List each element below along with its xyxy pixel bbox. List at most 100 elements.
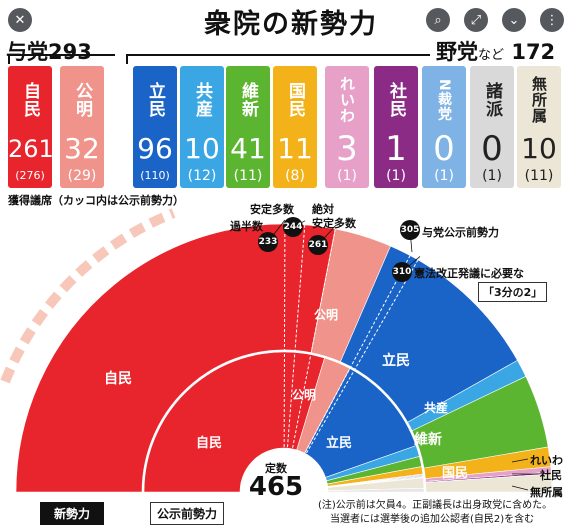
party-seats: 32 <box>64 132 100 165</box>
arc-label-kokumin-outer: 国民 <box>442 466 469 481</box>
threshold-label-261: 絶対 安定多数 <box>312 203 356 230</box>
party-name: 維新 <box>238 82 258 118</box>
search-icon[interactable]: ⌕ <box>426 8 450 32</box>
inner-ring-segment-jimin <box>143 351 325 493</box>
party-name: 共産 <box>192 82 212 118</box>
threshold-line-233 <box>283 219 286 493</box>
party-card: 維新 41 (11) <box>226 66 270 188</box>
opposition-header: 野党など 172 <box>436 36 555 66</box>
callout-leader <box>511 458 529 463</box>
party-prev-seats: (12) <box>187 168 217 184</box>
party-seats: 10 <box>521 132 557 165</box>
arc-label-jimin-inner: 自民 <box>196 436 223 451</box>
outer-ring-segment-mushozoku <box>425 473 553 493</box>
party-seats: 3 <box>336 129 358 169</box>
party-seats: 41 <box>230 132 266 165</box>
more-icon[interactable]: ⋮ <box>540 8 564 32</box>
center-label: 定数 <box>265 462 287 475</box>
party-name: れいわ <box>338 76 356 124</box>
party-name: N裁党 <box>436 78 452 122</box>
party-card: 立民 96 (110) <box>133 66 177 188</box>
threshold-line-305 <box>283 251 413 493</box>
callout-reiwa: れいわ <box>530 454 563 467</box>
expand-icon[interactable]: ⤢ <box>464 8 488 32</box>
party-seats: 11 <box>277 132 313 165</box>
party-prev-seats: (8) <box>285 168 305 184</box>
threshold-marker-305: 305 <box>400 220 420 240</box>
party-prev-seats: (1) <box>337 168 357 184</box>
threshold-marker-244: 244 <box>283 217 303 237</box>
party-prev-seats: (11) <box>233 168 263 184</box>
party-card: 公明 32 (29) <box>60 66 104 188</box>
party-name: 立民 <box>145 82 165 118</box>
ruling-total: 293 <box>48 40 92 64</box>
party-prev-seats: (110) <box>140 169 170 182</box>
ruling-bracket <box>8 54 115 64</box>
threshold-label-310: 憲法改正発議に必要な <box>414 267 524 280</box>
threshold-marker-233: 233 <box>258 232 278 252</box>
party-seats: 1 <box>385 129 407 169</box>
inner-ring-tag: 公示前勢力 <box>150 502 225 525</box>
party-card: 国民 11 (8) <box>273 66 317 188</box>
party-prev-seats: (1) <box>386 168 406 184</box>
ruling-label: 与党 <box>6 40 48 64</box>
footnote-line2: 当選者には選挙後の追加公認者(自民2)を含む <box>330 514 535 525</box>
outer-ring-tag: 新勢力 <box>40 502 105 525</box>
threshold-line-261 <box>283 224 337 493</box>
inner-ring-segment-rikken <box>304 368 417 478</box>
footnote-line1: (注)公示前は欠員4。正副議長は出身政党に含めた。 <box>318 500 553 511</box>
callout-mushozoku: 無所属 <box>530 486 563 499</box>
arc-label-rikken-inner: 立民 <box>326 436 353 451</box>
close-icon[interactable]: ✕ <box>8 8 32 32</box>
party-prev-seats: (276) <box>15 169 45 182</box>
party-card: 社民 1 (1) <box>374 66 418 188</box>
arc-label-ishin-outer: 維新 <box>414 432 442 448</box>
legend-note: 獲得議席（カッコ内は公示前勢力） <box>8 194 184 207</box>
party-seats: 0 <box>433 129 455 169</box>
inner-ring-segment-vacant <box>327 487 425 493</box>
party-prev-seats: (29) <box>67 168 97 184</box>
party-card: れいわ 3 (1) <box>325 66 369 188</box>
party-seats: 0 <box>481 129 503 169</box>
arc-label-jimin-outer: 自民 <box>104 371 132 387</box>
callout-leader <box>511 485 529 491</box>
arc-label-komei-outer: 公明 <box>314 308 339 322</box>
party-card: 無所属 10 (11) <box>517 66 561 188</box>
callout-shamin: 社民 <box>540 469 562 482</box>
party-seats: 10 <box>184 132 220 165</box>
chevron-down-icon[interactable]: ⌄ <box>502 8 526 32</box>
arc-label-rikken-outer: 立民 <box>382 353 410 369</box>
threshold-marker-310: 310 <box>392 262 412 282</box>
party-card: N裁党 0 (1) <box>422 66 466 188</box>
page-title: 衆院の新勢力 <box>204 9 378 40</box>
ruling-header: 与党293 <box>6 36 92 66</box>
center-hub <box>242 450 326 527</box>
two-thirds-box: 「3分の2」 <box>478 282 548 302</box>
opposition-total: 172 <box>511 40 556 64</box>
party-prev-seats: (1) <box>482 168 502 184</box>
arc-label-kyosan-outer: 共産 <box>424 401 449 415</box>
party-name: 国民 <box>285 82 305 118</box>
party-name: 公明 <box>72 82 92 118</box>
party-prev-seats: (11) <box>524 168 554 184</box>
party-seats: 96 <box>137 132 173 165</box>
party-name: 諸派 <box>482 82 502 118</box>
threshold-line-244 <box>283 220 306 493</box>
party-seats: 261 <box>8 135 52 163</box>
arc-label-komei-inner: 公明 <box>292 388 317 402</box>
threshold-label-305: 与党公示前勢力 <box>422 226 499 239</box>
party-name: 社民 <box>386 82 406 118</box>
party-card: 自民 261 (276) <box>8 66 52 188</box>
party-prev-seats: (1) <box>434 168 454 184</box>
opposition-nado: など <box>478 48 505 63</box>
opposition-label: 野党 <box>436 40 478 64</box>
party-card: 諸派 0 (1) <box>470 66 514 188</box>
threshold-marker-261: 261 <box>308 235 328 255</box>
opposition-bracket <box>126 54 430 64</box>
party-card: 共産 10 (12) <box>180 66 224 188</box>
party-name: 自民 <box>20 82 40 118</box>
center-value: 465 <box>248 472 304 502</box>
threshold-line-310 <box>283 256 421 493</box>
party-name: 無所属 <box>530 76 548 124</box>
threshold-label-244: 安定多数 <box>250 203 294 216</box>
